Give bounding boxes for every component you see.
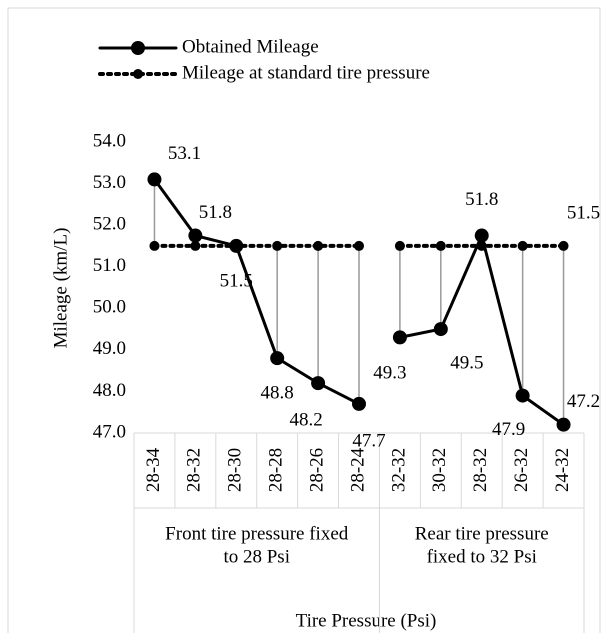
series-line	[152, 177, 361, 406]
x-tick-label: 30-32	[429, 448, 450, 492]
x-tick-label: 28-28	[266, 448, 287, 492]
data-point	[270, 351, 285, 366]
group-label: fixed to 32 Psi	[427, 546, 537, 567]
data-label: 48.8	[261, 383, 294, 404]
data-point	[433, 322, 448, 337]
x-tick-label: 28-32	[470, 448, 491, 492]
data-point	[474, 228, 489, 243]
y-tick-label: 49.0	[93, 338, 126, 359]
y-tick-label: 48.0	[93, 380, 126, 401]
data-point	[311, 376, 326, 391]
x-tick-label: 26-32	[511, 448, 532, 492]
data-point	[435, 240, 446, 251]
x-tick-label: 28-26	[306, 448, 327, 492]
x-tick-label: 28-30	[225, 448, 246, 492]
data-point	[147, 172, 162, 187]
x-tick-label: 28-32	[184, 448, 205, 492]
data-point	[517, 240, 528, 251]
data-point	[558, 240, 569, 251]
data-point	[556, 417, 571, 432]
data-point	[313, 240, 324, 251]
data-label: 53.1	[168, 143, 201, 164]
y-tick-label: 47.0	[93, 421, 126, 442]
y-tick-label: 53.0	[93, 172, 126, 193]
chart-border	[7, 7, 601, 633]
data-label: 51.8	[199, 202, 232, 223]
data-label: 51.5	[567, 202, 600, 223]
data-label: 51.8	[465, 189, 498, 210]
legend-label: Obtained Mileage	[182, 36, 319, 57]
data-label: 51.5	[220, 270, 253, 291]
group-label: Rear tire pressure	[415, 523, 549, 544]
y-tick-label: 52.0	[93, 214, 126, 235]
x-tick-label: 28-34	[143, 447, 164, 492]
y-axis-title: Mileage (km/L)	[50, 228, 71, 349]
data-point	[149, 240, 160, 251]
data-point	[190, 240, 201, 251]
data-point	[392, 330, 407, 345]
x-tick-label: 28-24	[347, 447, 368, 492]
data-label: 49.5	[450, 352, 483, 373]
data-point	[229, 238, 244, 253]
group-label: to 28 Psi	[223, 546, 290, 567]
legend-marker	[133, 69, 143, 79]
y-tick-label: 50.0	[93, 297, 126, 318]
data-point	[394, 240, 405, 251]
data-label: 47.9	[492, 419, 525, 440]
data-point	[354, 240, 364, 251]
x-tick-label: 24-32	[552, 448, 573, 492]
data-point	[515, 388, 530, 403]
data-point	[352, 396, 366, 411]
legend-label: Mileage at standard tire pressure	[182, 62, 430, 83]
data-label: 47.7	[352, 430, 385, 451]
group-label: Front tire pressure fixed	[165, 523, 349, 544]
data-label: 48.2	[289, 409, 322, 430]
data-point	[188, 228, 203, 243]
data-label: 47.2	[567, 391, 600, 412]
data-label: 49.3	[373, 363, 406, 384]
x-axis-title: Tire Pressure (Psi)	[296, 610, 437, 631]
y-tick-label: 51.0	[93, 255, 126, 276]
series-line	[398, 230, 566, 427]
legend-marker	[131, 41, 145, 55]
x-tick-label: 32-32	[388, 448, 409, 492]
data-point	[272, 240, 283, 251]
y-tick-label: 54.0	[93, 130, 126, 151]
